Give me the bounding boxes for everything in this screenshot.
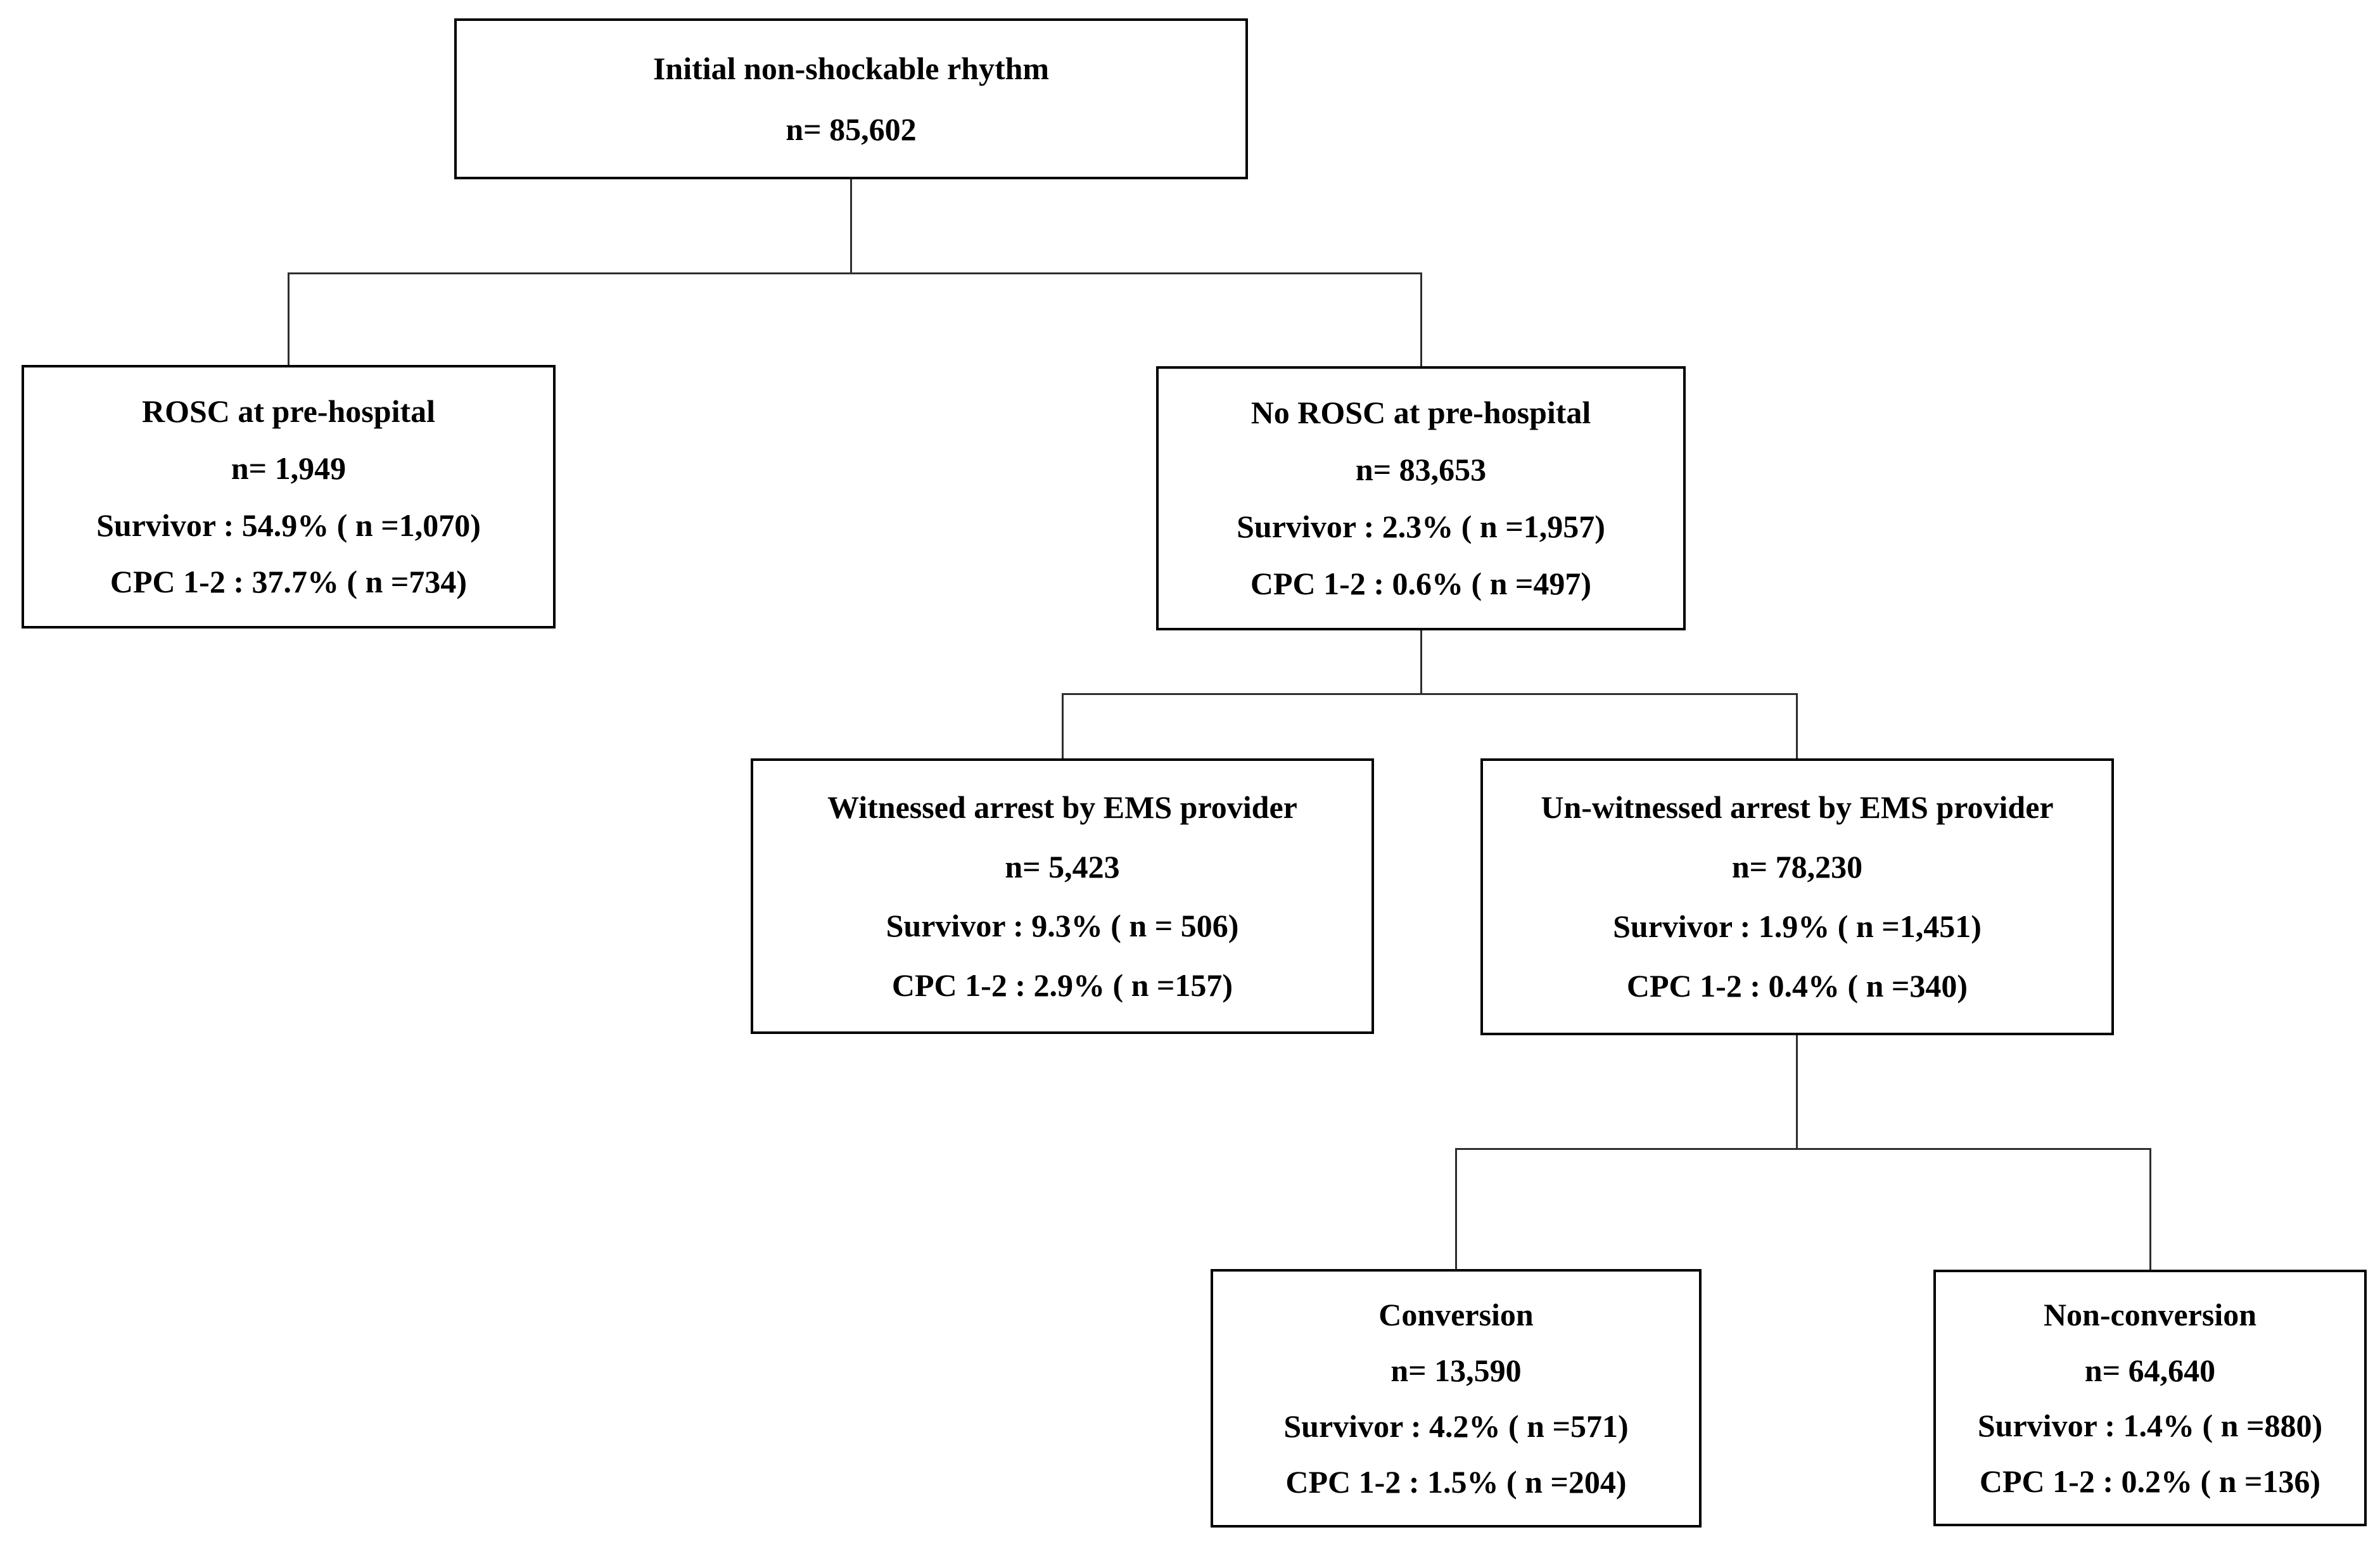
node-survivor: Survivor : 4.2% ( n =571): [1283, 1408, 1629, 1444]
node-survivor: Survivor : 1.4% ( n =880): [1977, 1408, 2323, 1443]
node-count: n= 64,640: [2084, 1352, 2216, 1388]
connector-no-rosc-stem: [1420, 630, 1422, 693]
connector-drop-conversion: [1455, 1148, 1457, 1269]
connector-drop-no-rosc: [1420, 272, 1422, 366]
node-cpc: CPC 1-2 : 0.4% ( n =340): [1626, 968, 1968, 1004]
connector-level3-crossbar: [1062, 693, 1798, 695]
connector-drop-unwitnessed: [1796, 693, 1798, 758]
node-witnessed-arrest: Witnessed arrest by EMS provider n= 5,42…: [751, 758, 1374, 1034]
node-initial-non-shockable-rhythm: Initial non-shockable rhythm n= 85,602: [454, 18, 1248, 179]
node-count: n= 78,230: [1731, 849, 1863, 885]
connector-level4-crossbar: [1455, 1148, 2151, 1150]
connector-unwitnessed-stem: [1796, 1035, 1798, 1148]
node-title: Witnessed arrest by EMS provider: [827, 789, 1297, 825]
connector-drop-non-conversion: [2149, 1148, 2151, 1270]
node-survivor: Survivor : 2.3% ( n =1,957): [1237, 509, 1605, 545]
node-title: Conversion: [1378, 1296, 1534, 1332]
node-non-conversion: Non-conversion n= 64,640 Survivor : 1.4%…: [1933, 1270, 2367, 1526]
node-cpc: CPC 1-2 : 2.9% ( n =157): [891, 967, 1233, 1003]
node-conversion: Conversion n= 13,590 Survivor : 4.2% ( n…: [1211, 1269, 1702, 1528]
node-title: ROSC at pre-hospital: [141, 393, 435, 430]
node-survivor: Survivor : 9.3% ( n = 506): [886, 908, 1239, 943]
node-cpc: CPC 1-2 : 1.5% ( n =204): [1285, 1464, 1627, 1500]
connector-drop-rosc: [288, 272, 290, 365]
node-rosc-pre-hospital: ROSC at pre-hospital n= 1,949 Survivor :…: [22, 365, 556, 628]
node-title: Non-conversion: [2043, 1297, 2257, 1332]
node-survivor: Survivor : 54.9% ( n =1,070): [96, 507, 481, 543]
node-count: n= 5,423: [1005, 848, 1120, 884]
node-title: Initial non-shockable rhythm: [652, 51, 1050, 86]
node-cpc: CPC 1-2 : 0.2% ( n =136): [1979, 1463, 2321, 1499]
connector-level2-crossbar: [288, 272, 1422, 274]
node-count: n= 83,653: [1355, 452, 1487, 488]
node-count: n= 13,590: [1390, 1352, 1522, 1388]
node-cpc: CPC 1-2 : 0.6% ( n =497): [1250, 566, 1592, 602]
connector-root-stem: [850, 179, 852, 272]
node-count: n= 85,602: [786, 111, 917, 147]
node-unwitnessed-arrest: Un-witnessed arrest by EMS provider n= 7…: [1480, 758, 2114, 1035]
node-no-rosc-pre-hospital: No ROSC at pre-hospital n= 83,653 Surviv…: [1156, 366, 1686, 630]
node-cpc: CPC 1-2 : 37.7% ( n =734): [110, 564, 468, 600]
node-title: Un-witnessed arrest by EMS provider: [1541, 789, 2054, 826]
node-title: No ROSC at pre-hospital: [1250, 395, 1591, 431]
node-survivor: Survivor : 1.9% ( n =1,451): [1613, 909, 1982, 945]
node-count: n= 1,949: [231, 450, 347, 486]
connector-drop-witnessed: [1062, 693, 1064, 758]
